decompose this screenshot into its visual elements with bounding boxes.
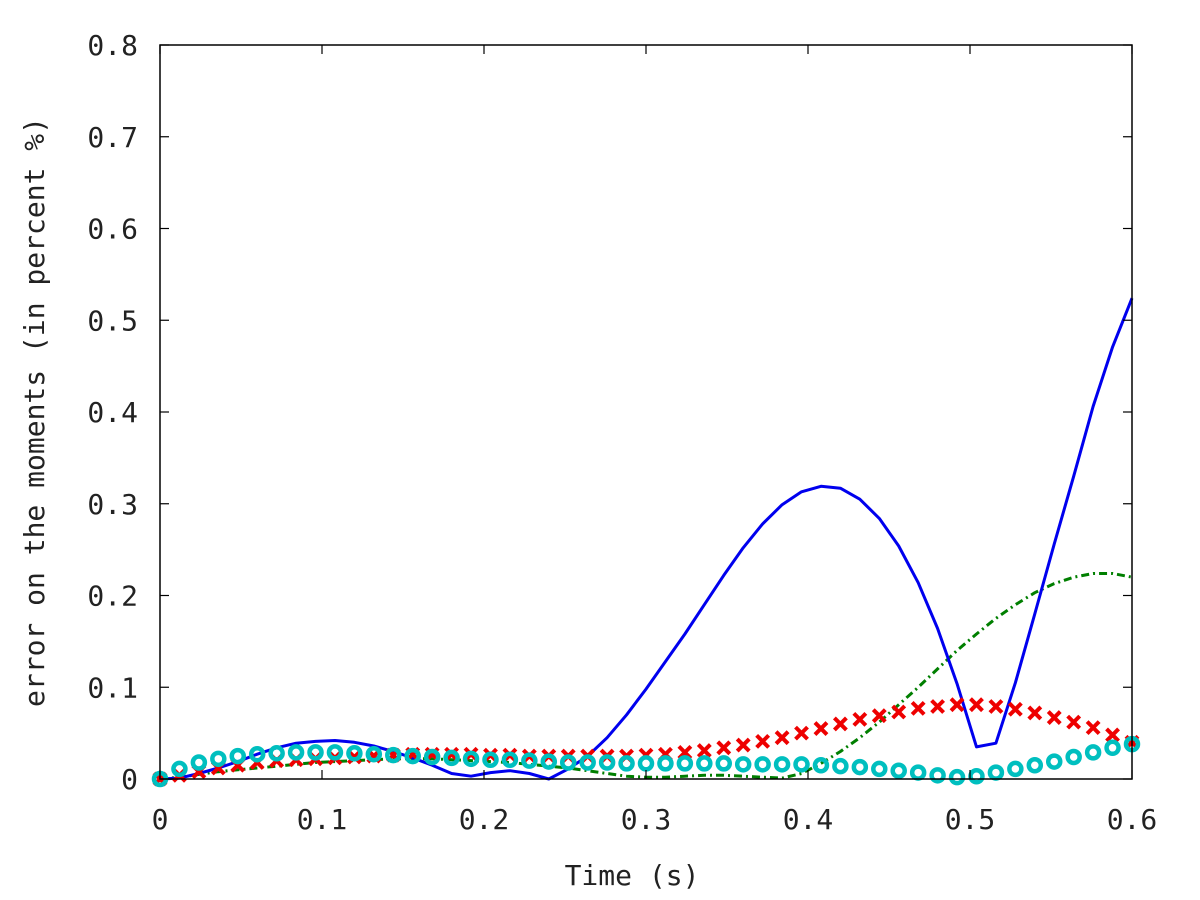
data-point-x-marker bbox=[1046, 710, 1062, 725]
data-point-circle-marker bbox=[598, 754, 616, 771]
data-point-circle-marker bbox=[715, 755, 733, 772]
y-axis-title: error on the moments (in percent %) bbox=[18, 117, 51, 707]
data-point-x-marker bbox=[1085, 720, 1101, 736]
data-point-x-marker bbox=[716, 740, 732, 756]
data-point-circle-marker bbox=[657, 755, 674, 772]
data-point-circle-marker bbox=[268, 745, 285, 762]
data-point-circle-marker bbox=[307, 744, 324, 761]
data-point-circle-marker bbox=[676, 755, 694, 772]
data-point-x-marker bbox=[813, 721, 829, 736]
data-point-x-marker bbox=[774, 730, 790, 746]
data-point-circle-marker bbox=[423, 748, 441, 766]
data-point-x-marker bbox=[949, 697, 965, 713]
data-point-circle-marker bbox=[171, 760, 188, 778]
data-point-circle-marker bbox=[1065, 748, 1082, 766]
data-point-x-marker bbox=[794, 725, 809, 741]
y-tick-label: 0.6 bbox=[87, 213, 138, 246]
data-point-circle-marker bbox=[559, 754, 577, 771]
x-tick-label: 0.5 bbox=[945, 803, 996, 836]
data-point-circle-marker bbox=[832, 757, 849, 775]
y-tick-label: 0.7 bbox=[87, 121, 138, 154]
y-tick-label: 0.2 bbox=[87, 580, 138, 613]
data-point-circle-marker bbox=[793, 756, 810, 773]
data-point-circle-marker bbox=[365, 745, 383, 763]
ticks-layer: 0 0.1 0.2 0.3 0.4 0.5 0.6 0 0.1 0.2 0.3 0.4 0.5 0.6 0.… bbox=[87, 29, 1157, 836]
data-point-x-marker bbox=[891, 704, 907, 720]
data-point-x-marker bbox=[832, 716, 848, 732]
data-point-circle-marker bbox=[287, 744, 305, 761]
x-tick-label: 0.4 bbox=[783, 803, 834, 836]
data-point-x-marker bbox=[1105, 727, 1120, 743]
series-line-dash-dot bbox=[159, 572, 1133, 781]
data-point-x-marker bbox=[696, 743, 712, 758]
data-point-x-marker bbox=[930, 699, 946, 714]
data-point-x-marker bbox=[735, 737, 751, 753]
data-point-circle-marker bbox=[1104, 739, 1121, 757]
data-point-circle-marker bbox=[987, 764, 1005, 781]
data-point-circle-marker bbox=[734, 756, 752, 773]
x-tick-label: 0.6 bbox=[1107, 803, 1158, 836]
y-tick-label: 0.3 bbox=[87, 488, 138, 521]
data-point-x-marker bbox=[1066, 714, 1082, 730]
y-tick-label: 0.5 bbox=[87, 304, 138, 337]
data-point-x-marker bbox=[871, 708, 887, 724]
data-point-circle-marker bbox=[773, 756, 791, 773]
x-axis-title: Time (s) bbox=[565, 859, 700, 892]
data-point-circle-marker bbox=[968, 767, 985, 785]
data-point-circle-marker bbox=[1045, 753, 1063, 770]
data-point-circle-marker bbox=[248, 745, 266, 763]
data-point-circle-marker bbox=[637, 755, 655, 772]
y-tick-label: 0.4 bbox=[87, 396, 138, 429]
data-point-circle-marker bbox=[443, 749, 460, 767]
data-point-x-marker bbox=[755, 733, 771, 749]
y-tick-label: 0 bbox=[121, 763, 138, 796]
data-point-circle-marker bbox=[579, 754, 596, 771]
data-point-circle-marker bbox=[929, 767, 946, 784]
data-point-circle-marker bbox=[540, 753, 558, 770]
data-point-x-marker bbox=[1007, 701, 1023, 717]
series-line-solid bbox=[159, 297, 1134, 781]
data-point-circle-marker bbox=[1007, 760, 1024, 778]
data-point-x-marker bbox=[852, 711, 868, 727]
data-point-circle-marker bbox=[482, 751, 499, 768]
data-point-circle-marker bbox=[229, 747, 247, 765]
x-tick-label: 0.3 bbox=[621, 803, 672, 836]
data-point-x-marker bbox=[969, 697, 984, 713]
data-point-x-marker bbox=[1027, 705, 1043, 721]
data-point-circle-marker bbox=[326, 744, 344, 761]
plot-frame bbox=[159, 44, 1133, 780]
data-point-circle-marker bbox=[871, 760, 888, 778]
data-point-circle-marker bbox=[948, 768, 966, 786]
data-point-circle-marker bbox=[890, 762, 907, 779]
series-layer bbox=[151, 297, 1141, 788]
data-point-circle-marker bbox=[210, 750, 227, 768]
data-point-circle-marker bbox=[385, 746, 402, 764]
data-point-circle-marker bbox=[501, 751, 519, 768]
y-tick-label: 0.1 bbox=[87, 671, 138, 704]
data-point-circle-marker bbox=[851, 758, 869, 776]
data-point-circle-marker bbox=[1084, 744, 1102, 761]
x-tick-label: 0.1 bbox=[297, 803, 348, 836]
data-point-circle-marker bbox=[190, 754, 208, 771]
data-point-x-marker bbox=[910, 700, 926, 716]
data-point-circle-marker bbox=[909, 764, 927, 781]
y-tick-label: 0.8 bbox=[87, 29, 138, 62]
data-point-circle-marker bbox=[754, 756, 771, 773]
data-point-circle-marker bbox=[696, 755, 713, 772]
data-point-circle-marker bbox=[1026, 756, 1044, 774]
data-point-circle-marker bbox=[346, 745, 363, 762]
data-point-circle-marker bbox=[521, 752, 538, 769]
data-point-circle-marker bbox=[812, 756, 830, 774]
data-point-circle-marker bbox=[404, 747, 421, 765]
x-tick-label: 0.2 bbox=[459, 803, 510, 836]
data-point-circle-marker bbox=[618, 755, 635, 772]
data-point-x-marker bbox=[988, 699, 1004, 714]
x-tick-label: 0 bbox=[152, 803, 169, 836]
data-point-circle-marker bbox=[462, 750, 480, 768]
